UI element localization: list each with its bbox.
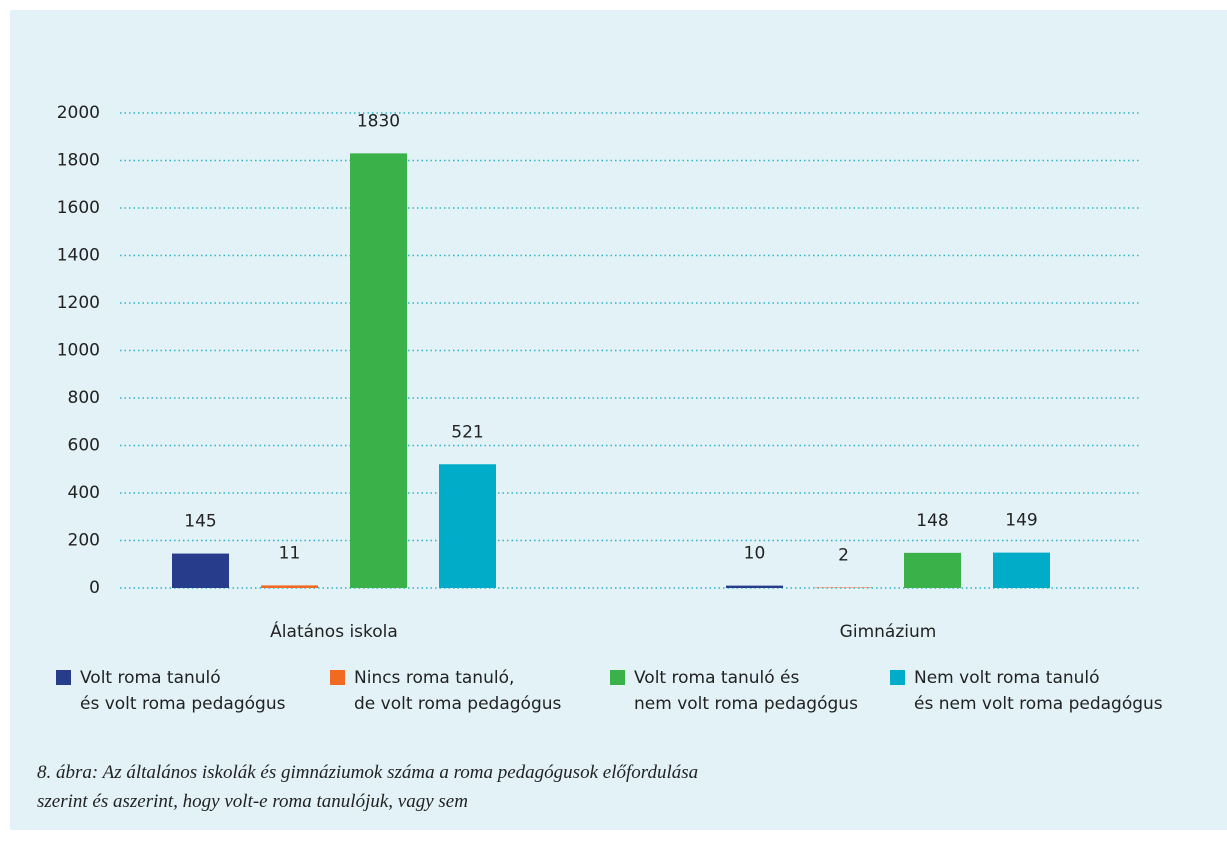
- data-label: 521: [451, 422, 483, 442]
- caption: 8. ábra: Az általános iskolák és gimnázi…: [37, 762, 699, 812]
- data-label: 1830: [357, 111, 400, 131]
- legend-label: Nincs roma tanuló, de volt roma pedagógu…: [354, 668, 562, 714]
- x-tick-label: Gimnázium: [840, 622, 937, 642]
- y-tick-label: 1400: [57, 246, 100, 266]
- legend-swatch: [56, 670, 71, 685]
- legend-swatch: [330, 670, 345, 685]
- y-tick-label: 0: [89, 578, 100, 598]
- bar: [726, 585, 783, 588]
- y-tick-label: 1800: [57, 151, 100, 171]
- data-label: 145: [184, 512, 216, 532]
- legend-label: Nem volt roma tanuló és nem volt roma pe…: [914, 668, 1163, 714]
- y-tick-label: 1200: [57, 293, 100, 313]
- bar: [172, 553, 229, 588]
- data-label: 149: [1005, 511, 1037, 531]
- legend-swatch: [610, 670, 625, 685]
- x-tick-label: Álatános iskola: [270, 620, 398, 642]
- y-tick-label: 800: [68, 388, 100, 408]
- bar: [993, 552, 1050, 588]
- data-label: 10: [744, 544, 766, 564]
- legend-label: Volt roma tanuló és nem volt roma pedagó…: [634, 668, 858, 714]
- y-tick-label: 1600: [57, 198, 100, 218]
- bar: [261, 585, 318, 588]
- y-tick-label: 200: [68, 531, 100, 551]
- data-label: 11: [279, 543, 301, 563]
- y-tick-label: 600: [68, 436, 100, 456]
- legend-label: Volt roma tanuló és volt roma pedagógus: [80, 668, 286, 714]
- panel: [10, 10, 1227, 830]
- data-label: 2: [838, 546, 849, 566]
- y-tick-label: 2000: [57, 103, 100, 123]
- legend-swatch: [890, 670, 905, 685]
- bar: [904, 552, 961, 588]
- y-tick-label: 400: [68, 483, 100, 503]
- bar: [439, 464, 496, 588]
- bar: [350, 153, 407, 588]
- y-tick-label: 1000: [57, 341, 100, 361]
- data-label: 148: [916, 511, 948, 531]
